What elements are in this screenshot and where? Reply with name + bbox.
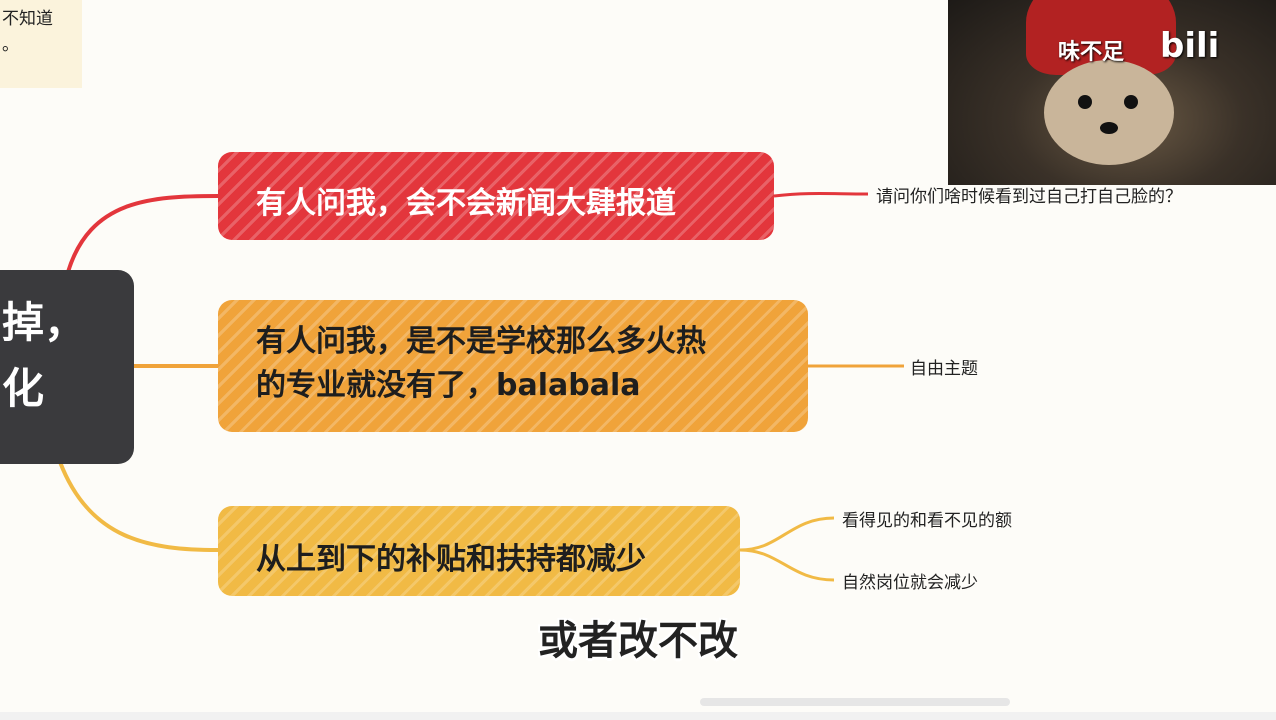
branch-node-news[interactable]: 有人问我，会不会新闻大肆报道 <box>218 152 774 240</box>
horizontal-scrollbar[interactable] <box>700 698 1010 706</box>
top-note-line-1: 不知道 <box>2 9 53 29</box>
top-note-line-2: 。 <box>2 35 19 55</box>
nose-shape <box>1100 122 1118 134</box>
branch-node-majors-line-1: 有人问我，是不是学校那么多火热 <box>256 324 706 359</box>
leaf-node-free-topic[interactable]: 自由主题 <box>910 359 978 379</box>
central-node-line-1: 掉， <box>2 298 87 347</box>
leaf-node-face-slap[interactable]: 请问你们啥时候看到过自己打自己脸的？ <box>876 187 1182 207</box>
branch-node-majors-line-2: 的专业就没有了，balabala <box>256 368 641 403</box>
branch-node-subsidies[interactable]: 从上到下的补贴和扶持都减少 <box>218 506 740 596</box>
connector-central-red <box>66 194 219 273</box>
leaf-node-jobs-decrease[interactable]: 自然岗位就会减少 <box>842 573 978 593</box>
connector-central-yellow <box>58 461 219 552</box>
connector-yellow-leaf-2 <box>739 548 835 582</box>
webcam-overlay: 味不足 bili <box>948 0 1276 185</box>
raccoon-face-shape <box>1044 60 1174 165</box>
top-note: 不知道 。 <box>0 0 82 88</box>
connector-yellow-leaf-1 <box>739 516 835 552</box>
video-subtitle: 或者改不改 <box>538 618 738 664</box>
branch-node-majors[interactable]: 有人问我，是不是学校那么多火热 的专业就没有了，balabala <box>218 300 808 432</box>
central-node-line-2: 化 <box>2 364 45 413</box>
webcam-overlay-text: 味不足 <box>1058 40 1125 65</box>
branch-node-news-text: 有人问我，会不会新闻大肆报道 <box>256 186 676 221</box>
central-node[interactable]: 掉， 化 <box>0 270 134 464</box>
bilibili-logo: bili <box>1160 26 1220 66</box>
bottom-status-bar <box>0 712 1276 720</box>
right-eye-shape <box>1124 95 1138 109</box>
leaf-node-visible-quota[interactable]: 看得见的和看不见的额 <box>842 511 1012 531</box>
branch-node-subsidies-text: 从上到下的补贴和扶持都减少 <box>256 542 646 577</box>
left-eye-shape <box>1078 95 1092 109</box>
connector-red-leaf <box>773 192 869 198</box>
